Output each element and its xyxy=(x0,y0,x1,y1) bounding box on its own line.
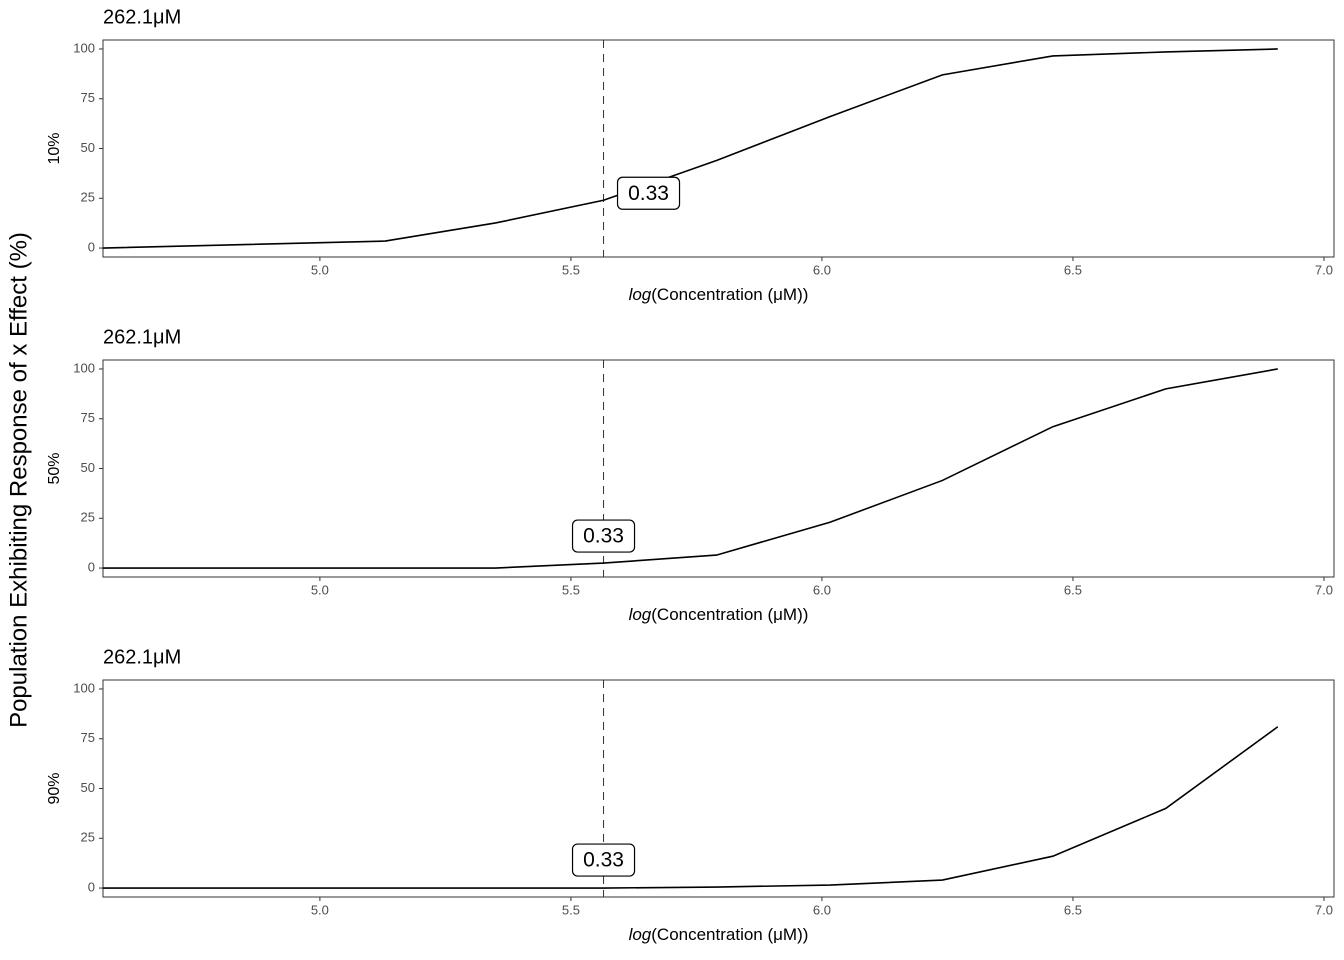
x-axis-label: log(Concentration (μM)) xyxy=(629,605,809,624)
x-tick-label: 5.0 xyxy=(311,902,329,917)
x-axis-label-function: log xyxy=(629,285,652,304)
x-tick-label: 5.0 xyxy=(311,582,329,597)
y-tick-label: 50 xyxy=(81,780,95,795)
y-tick-label: 50 xyxy=(81,140,95,155)
y-tick-label: 0 xyxy=(88,879,95,894)
plot-frame xyxy=(102,679,1335,898)
annotation-label: 0.33 xyxy=(583,525,624,548)
y-tick-label: 75 xyxy=(81,730,95,745)
plot-frame xyxy=(102,359,1335,578)
x-tick-label: 6.0 xyxy=(813,262,831,277)
x-tick-label: 6.5 xyxy=(1064,262,1082,277)
annotation-box xyxy=(571,519,636,553)
y-tick-label: 25 xyxy=(81,510,95,525)
x-axis-label: log(Concentration (μM)) xyxy=(629,285,809,304)
x-tick-label: 7.0 xyxy=(1315,262,1333,277)
panel-title: 262.1μM xyxy=(103,646,181,668)
y-axis-label: 10% xyxy=(46,132,63,164)
x-axis-label-argument: (Concentration (μM)) xyxy=(651,285,808,304)
panel-title: 262.1μM xyxy=(103,6,181,28)
x-tick-label: 6.0 xyxy=(813,902,831,917)
annotation-label: 0.33 xyxy=(628,182,669,205)
plot-frame xyxy=(102,39,1335,258)
x-axis-label-function: log xyxy=(629,605,652,624)
panel-title: 262.1μM xyxy=(103,326,181,348)
x-axis-label-argument: (Concentration (μM)) xyxy=(651,925,808,944)
y-tick-label: 75 xyxy=(81,90,95,105)
y-tick-label: 75 xyxy=(81,410,95,425)
x-tick-label: 7.0 xyxy=(1315,902,1333,917)
y-tick-label: 0 xyxy=(88,239,95,254)
x-tick-label: 6.5 xyxy=(1064,582,1082,597)
x-tick-label: 5.0 xyxy=(311,262,329,277)
x-tick-label: 6.0 xyxy=(813,582,831,597)
x-tick-label: 5.5 xyxy=(562,262,580,277)
data-line xyxy=(103,726,1279,889)
y-tick-label: 50 xyxy=(81,460,95,475)
y-tick-label: 100 xyxy=(73,40,95,55)
data-line xyxy=(102,48,1278,249)
y-tick-label: 100 xyxy=(73,680,95,695)
shared-y-label: Population Exhibiting Response of x Effe… xyxy=(5,232,32,728)
annotation-box xyxy=(571,843,636,877)
y-tick-label: 0 xyxy=(88,559,95,574)
x-tick-label: 6.5 xyxy=(1064,902,1082,917)
y-tick-label: 25 xyxy=(81,190,95,205)
x-tick-label: 7.0 xyxy=(1315,582,1333,597)
y-axis-label: 90% xyxy=(46,772,63,804)
data-line xyxy=(103,368,1278,569)
y-axis-label: 50% xyxy=(46,452,63,484)
x-tick-label: 5.5 xyxy=(562,902,580,917)
x-axis-label-function: log xyxy=(629,925,652,944)
x-tick-label: 5.5 xyxy=(562,582,580,597)
y-tick-label: 25 xyxy=(81,830,95,845)
y-tick-label: 100 xyxy=(73,360,95,375)
x-axis-label: log(Concentration (μM)) xyxy=(629,925,809,944)
annotation-label: 0.33 xyxy=(583,849,624,872)
annotation-box xyxy=(616,176,681,210)
x-axis-label-argument: (Concentration (μM)) xyxy=(651,605,808,624)
